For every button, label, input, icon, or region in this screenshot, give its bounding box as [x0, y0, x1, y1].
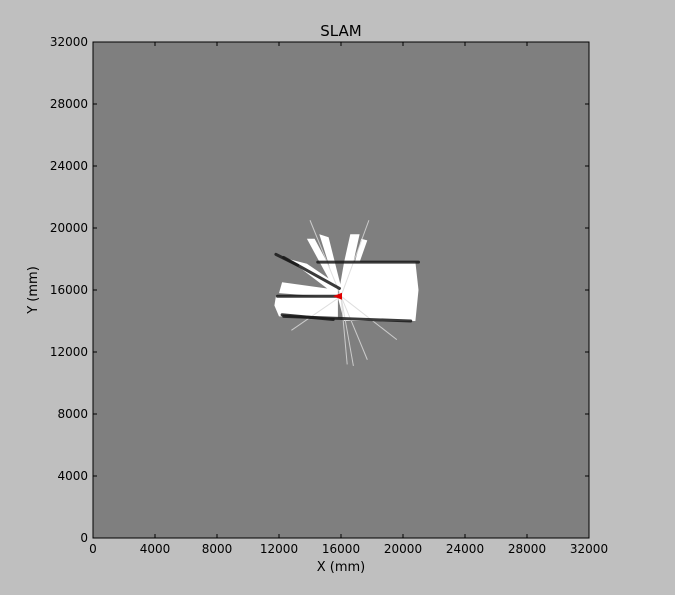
- y-tick-label: 12000: [50, 345, 88, 359]
- y-axis-ticks: 0 4000 8000 12000 16000 20000 24000 28000 32000: [50, 35, 589, 545]
- x-tick-label: 20000: [384, 542, 422, 556]
- x-axis-label: X (mm): [317, 560, 366, 575]
- free-space-layer: [274, 234, 419, 321]
- lidar-ray: [340, 220, 370, 297]
- x-axis-ticks: 0 4000 8000 12000 16000 20000 24000 28000 32000: [89, 42, 608, 556]
- lidar-ray: [340, 296, 368, 360]
- chart-title: SLAM: [320, 22, 361, 40]
- lidar-ray: [340, 296, 354, 367]
- free-space-region: [344, 234, 360, 263]
- y-axis-label: Y (mm): [26, 266, 41, 315]
- free-space-region: [337, 262, 419, 321]
- free-space-region: [274, 296, 338, 318]
- x-tick-label: 8000: [202, 542, 233, 556]
- lidar-ray: [340, 296, 348, 365]
- obstacle-wall: [282, 255, 341, 290]
- y-tick-label: 24000: [50, 159, 88, 173]
- y-tick-label: 20000: [50, 221, 88, 235]
- robot-layer: [333, 292, 342, 300]
- x-tick-label: 32000: [570, 542, 608, 556]
- x-tick-label: 28000: [508, 542, 546, 556]
- lidar-ray: [291, 295, 342, 331]
- y-tick-label: 8000: [57, 407, 88, 421]
- y-tick-label: 0: [80, 531, 88, 545]
- x-tick-label: 4000: [140, 542, 171, 556]
- y-tick-label: 28000: [50, 97, 88, 111]
- free-space-region: [354, 238, 368, 263]
- robot-marker: [333, 292, 342, 300]
- x-tick-label: 12000: [260, 542, 298, 556]
- lidar-ray: [309, 220, 342, 297]
- x-tick-label: 0: [89, 542, 97, 556]
- x-tick-label: 16000: [322, 542, 360, 556]
- obstacle-layer: [274, 252, 420, 323]
- lidar-ray-layer: [291, 220, 398, 367]
- y-tick-label: 32000: [50, 35, 88, 49]
- y-tick-label: 4000: [57, 469, 88, 483]
- y-tick-label: 16000: [50, 283, 88, 297]
- x-tick-label: 24000: [446, 542, 484, 556]
- free-space-region: [279, 282, 338, 298]
- lidar-ray: [340, 295, 398, 340]
- free-space-region: [306, 238, 341, 290]
- obstacle-wall: [280, 313, 335, 321]
